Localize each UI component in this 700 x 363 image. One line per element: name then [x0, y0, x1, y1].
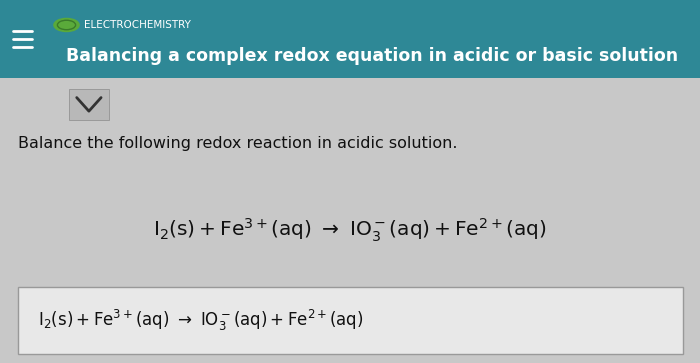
Text: Balance the following redox reaction in acidic solution.: Balance the following redox reaction in …: [18, 136, 457, 151]
Text: $\mathrm{I_2(s) + Fe^{3+}(aq)\ \rightarrow\ IO_3^-(aq) + Fe^{2+}(aq)}$: $\mathrm{I_2(s) + Fe^{3+}(aq)\ \rightarr…: [38, 308, 364, 333]
Bar: [69, 89, 109, 120]
Text: ELECTROCHEMISTRY: ELECTROCHEMISTRY: [84, 20, 191, 30]
Bar: [0, 0, 700, 78]
Text: $\mathrm{I_2(s)+Fe^{3+}(aq)\ \rightarrow\ IO_3^-(aq)+Fe^{2+}(aq)}$: $\mathrm{I_2(s)+Fe^{3+}(aq)\ \rightarrow…: [153, 217, 547, 244]
Text: Balancing a complex redox equation in acidic or basic solution: Balancing a complex redox equation in ac…: [66, 47, 678, 65]
Bar: [18, 287, 682, 354]
Circle shape: [54, 19, 79, 32]
